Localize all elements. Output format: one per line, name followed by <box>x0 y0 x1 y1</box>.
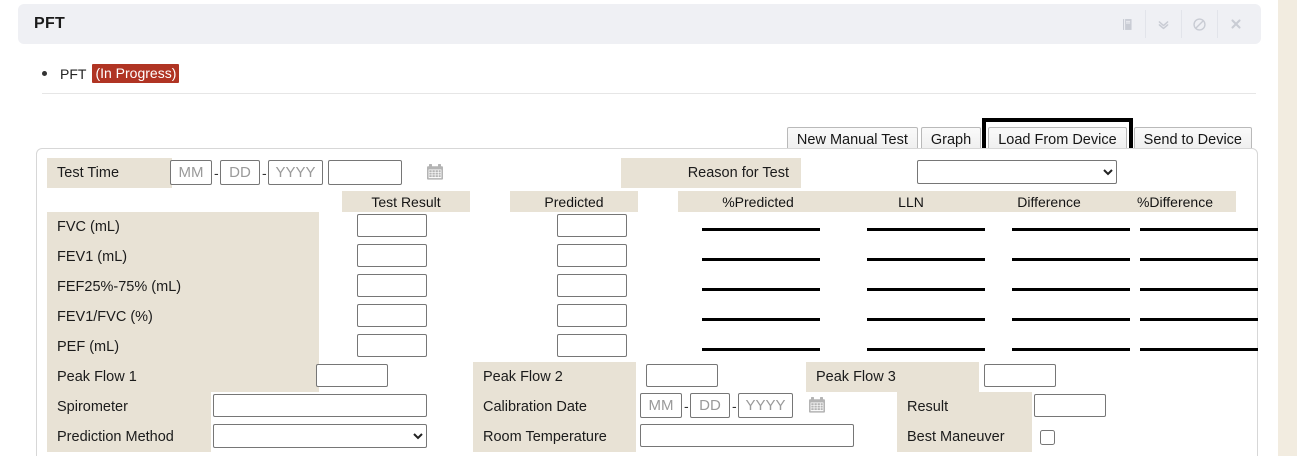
page-edge-strip <box>1278 0 1297 456</box>
fvc-pct-predicted-value <box>702 228 820 231</box>
row-label-fev1-fvc: FEV1/FVC (%) <box>47 302 319 332</box>
pef-test-result-input[interactable] <box>357 334 427 357</box>
test-time-time-input[interactable] <box>328 160 402 185</box>
peak-flow-3-input[interactable] <box>984 364 1056 387</box>
fev1-fvc-lln-value <box>867 318 985 321</box>
chevron-double-down-icon[interactable] <box>1145 10 1181 38</box>
test-time-year-input[interactable] <box>268 160 323 185</box>
fef2575-test-result-input[interactable] <box>357 274 427 297</box>
room-temperature-input[interactable] <box>640 424 854 447</box>
calibration-date-calendar-icon[interactable] <box>808 396 826 414</box>
calibration-date-dash-1: - <box>684 397 689 414</box>
reason-for-test-select[interactable] <box>917 160 1117 184</box>
fev1-test-result-input[interactable] <box>357 244 427 267</box>
close-icon[interactable] <box>1217 10 1253 38</box>
pef-predicted-input[interactable] <box>557 334 627 357</box>
column-header-test-result: Test Result <box>342 191 470 212</box>
notebook-icon[interactable] <box>1109 10 1145 38</box>
column-header-difference: Difference <box>984 191 1114 212</box>
fev1-fvc-test-result-input[interactable] <box>357 304 427 327</box>
page-title: PFT <box>34 15 66 32</box>
pef-pct-difference-value <box>1140 348 1258 351</box>
section-divider <box>42 93 1256 94</box>
reason-for-test-label: Reason for Test <box>621 158 801 188</box>
fev1-fvc-pct-predicted-value <box>702 318 820 321</box>
result-input[interactable] <box>1034 394 1106 417</box>
send-to-device-button[interactable]: Send to Device <box>1133 127 1252 152</box>
fef2575-difference-value <box>1012 288 1130 291</box>
pef-pct-predicted-value <box>702 348 820 351</box>
spirometer-input[interactable] <box>213 394 427 417</box>
breadcrumb: PFT (In Progress) <box>42 64 180 83</box>
calibration-date-year-input[interactable] <box>738 393 793 418</box>
result-label: Result <box>897 392 1032 422</box>
fef2575-lln-value <box>867 288 985 291</box>
status-badge: (In Progress) <box>92 64 180 83</box>
test-time-day-input[interactable] <box>220 160 260 185</box>
column-header-predicted: Predicted <box>510 191 638 212</box>
calibration-date-label: Calibration Date <box>473 392 636 422</box>
peak-flow-3-label: Peak Flow 3 <box>806 362 979 392</box>
fev1-fvc-pct-difference-value <box>1140 318 1258 321</box>
fev1-pct-predicted-value <box>702 258 820 261</box>
column-header-pct-difference: %Difference <box>1114 191 1236 212</box>
peak-flow-1-label: Peak Flow 1 <box>47 362 319 392</box>
fef2575-pct-predicted-value <box>702 288 820 291</box>
peak-flow-1-input[interactable] <box>316 364 388 387</box>
test-time-dash-2: - <box>262 164 267 181</box>
load-from-device-focus-ring: Load From Device <box>982 118 1133 161</box>
spirometer-label: Spirometer <box>47 392 211 422</box>
fef2575-predicted-input[interactable] <box>557 274 627 297</box>
row-label-pef: PEF (mL) <box>47 332 319 362</box>
fvc-predicted-input[interactable] <box>557 214 627 237</box>
test-time-label: Test Time <box>47 158 172 188</box>
fev1-pct-difference-value <box>1140 258 1258 261</box>
row-label-fef2575: FEF25%-75% (mL) <box>47 272 319 302</box>
column-header-lln: LLN <box>838 191 984 212</box>
test-time-dash-1: - <box>214 164 219 181</box>
breadcrumb-label: PFT <box>60 65 87 82</box>
column-header-pct-predicted: %Predicted <box>678 191 838 212</box>
fvc-test-result-input[interactable] <box>357 214 427 237</box>
panel-header: PFT <box>18 4 1261 44</box>
best-maneuver-label: Best Maneuver <box>897 422 1032 452</box>
pef-difference-value <box>1012 348 1130 351</box>
ban-icon[interactable] <box>1181 10 1217 38</box>
prediction-method-label: Prediction Method <box>47 422 211 452</box>
pef-lln-value <box>867 348 985 351</box>
fvc-difference-value <box>1012 228 1130 231</box>
row-label-fev1: FEV1 (mL) <box>47 242 319 272</box>
bullet-icon <box>42 71 47 76</box>
calibration-date-day-input[interactable] <box>690 393 730 418</box>
prediction-method-select[interactable] <box>213 424 427 448</box>
peak-flow-2-label: Peak Flow 2 <box>473 362 636 392</box>
test-time-month-input[interactable] <box>170 160 212 185</box>
fev1-predicted-input[interactable] <box>557 244 627 267</box>
page-gutter <box>1269 0 1278 456</box>
row-label-fvc: FVC (mL) <box>47 212 319 242</box>
calibration-date-month-input[interactable] <box>640 393 682 418</box>
pft-form-panel: Test Time - - Reas <box>36 148 1258 456</box>
room-temperature-label: Room Temperature <box>473 422 636 452</box>
calibration-date-dash-2: - <box>732 397 737 414</box>
fev1-difference-value <box>1012 258 1130 261</box>
fev1-lln-value <box>867 258 985 261</box>
fvc-lln-value <box>867 228 985 231</box>
fef2575-pct-difference-value <box>1140 288 1258 291</box>
best-maneuver-checkbox[interactable] <box>1040 430 1055 445</box>
peak-flow-2-input[interactable] <box>646 364 718 387</box>
window-controls <box>1109 10 1253 38</box>
fev1-fvc-predicted-input[interactable] <box>557 304 627 327</box>
fev1-fvc-difference-value <box>1012 318 1130 321</box>
fvc-pct-difference-value <box>1140 228 1258 231</box>
test-time-calendar-icon[interactable] <box>426 163 444 181</box>
